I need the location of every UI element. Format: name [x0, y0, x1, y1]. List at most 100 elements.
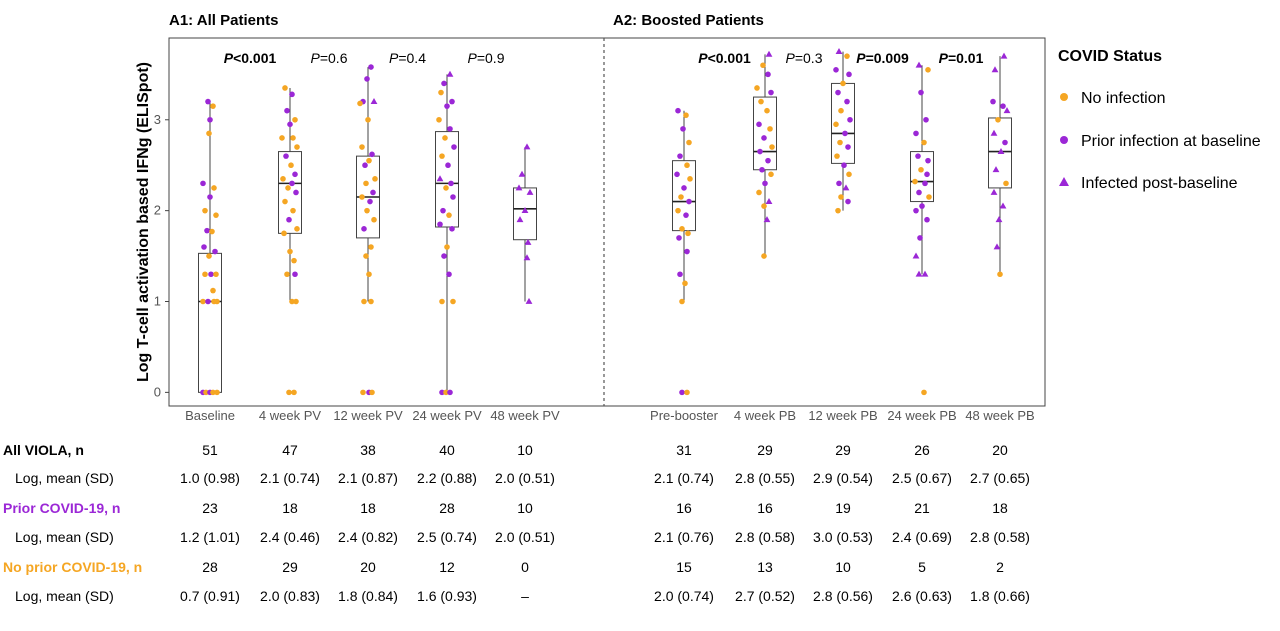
data-point-circle [838, 194, 844, 200]
y-tick-label: 2 [154, 203, 161, 218]
data-point-circle [760, 62, 766, 69]
data-point-circle [995, 116, 1001, 123]
table-cell: 29 [835, 442, 851, 458]
data-point-circle [207, 116, 213, 123]
p-symbol: P [939, 50, 949, 66]
data-point-circle [371, 216, 377, 223]
data-point-circle [294, 226, 300, 232]
table-cell: 21 [914, 500, 930, 516]
data-point-circle [209, 228, 215, 235]
table-cell: 0 [521, 559, 529, 575]
p-symbol: P [224, 50, 234, 66]
table-row-label: All VIOLA, n [3, 442, 84, 458]
data-point-circle [279, 135, 285, 141]
x-tick-label: 12 week PB [808, 408, 877, 423]
table-cell: 18 [360, 500, 376, 516]
table-cell: 2.4 (0.46) [260, 529, 320, 545]
data-point-circle [926, 194, 932, 200]
data-point-triangle [765, 50, 773, 57]
data-point-circle [449, 226, 455, 232]
x-tick-label: 4 week PB [734, 408, 796, 423]
data-point-circle [285, 185, 291, 191]
data-point-circle [212, 248, 218, 255]
table-cell: 2.9 (0.54) [813, 470, 873, 486]
data-point-circle [915, 153, 921, 159]
p-symbol: P [389, 50, 399, 66]
y-tick-label: 1 [154, 294, 161, 309]
data-point-circle [366, 271, 372, 278]
data-point-circle [762, 180, 768, 187]
table-cell: 19 [835, 500, 851, 516]
data-point-circle [684, 162, 690, 169]
table-cell: 13 [757, 559, 773, 575]
data-point-circle [282, 85, 288, 91]
table-cell: 1.8 (0.66) [970, 588, 1030, 604]
table-cell: 23 [202, 500, 218, 516]
data-point-circle [446, 212, 452, 218]
data-point-circle [366, 157, 372, 164]
data-point-circle [846, 71, 852, 78]
legend-label-no-infection: No infection [1081, 90, 1166, 107]
data-point-circle [439, 153, 445, 159]
data-point-triangle [765, 197, 773, 204]
p-value-label: P=0.009 [856, 50, 909, 66]
data-point-circle [918, 89, 924, 96]
data-point-circle [362, 162, 368, 169]
data-point-circle [437, 221, 443, 228]
data-point-triangle [370, 98, 378, 105]
box-iqr [910, 151, 934, 203]
data-point-circle [200, 180, 206, 187]
p-value-number: =0.01 [948, 50, 984, 66]
table-cell: 26 [914, 442, 930, 458]
table-cell: 1.2 (1.01) [180, 529, 240, 545]
data-point-circle [368, 244, 374, 250]
data-point-circle [917, 235, 923, 241]
data-point-circle [443, 389, 449, 396]
data-point-circle [290, 135, 296, 141]
legend-circle-no-infection-icon [1060, 93, 1068, 101]
data-point-circle [213, 212, 219, 218]
table-row-label: Log, mean (SD) [15, 470, 114, 486]
data-point-triangle [1003, 107, 1011, 114]
data-point-circle [368, 64, 374, 70]
data-point-circle [203, 389, 209, 396]
data-point-circle [451, 144, 457, 150]
data-point-circle [918, 166, 924, 173]
data-point-circle [925, 157, 931, 164]
data-point-circle [683, 112, 689, 119]
data-point-circle [684, 248, 690, 255]
panel-title-a2: A2: Boosted Patients [613, 12, 764, 29]
table-cell: 28 [202, 559, 218, 575]
data-point-circle [768, 89, 774, 96]
data-point-triangle [526, 188, 534, 195]
table-cell: 1.0 (0.98) [180, 470, 240, 486]
data-point-circle [368, 298, 374, 305]
data-point-triangle [995, 216, 1003, 223]
table-cell: 10 [517, 500, 533, 516]
data-point-circle [291, 389, 297, 396]
p-value-label: P=0.01 [939, 50, 984, 66]
data-point-circle [845, 198, 851, 205]
table-cell: 10 [517, 442, 533, 458]
data-point-circle [844, 98, 850, 105]
data-point-circle [206, 130, 212, 137]
data-point-circle [913, 130, 919, 137]
data-point-circle [210, 389, 216, 396]
data-point-triangle [518, 170, 526, 177]
table-cell: 2.1 (0.74) [260, 470, 320, 486]
table-cell: 2.7 (0.65) [970, 470, 1030, 486]
legend: COVID Status No infection Prior infectio… [1058, 48, 1261, 192]
table-cell: 38 [360, 442, 376, 458]
data-point-circle [293, 298, 299, 305]
data-point-circle [280, 176, 286, 182]
data-point-circle [997, 271, 1003, 278]
data-point-circle [361, 298, 367, 305]
data-point-circle [924, 216, 930, 223]
y-tick-label: 0 [154, 384, 161, 399]
data-point-circle [847, 116, 853, 123]
data-point-triangle [992, 166, 1000, 173]
data-point-circle [436, 116, 442, 123]
data-points [200, 48, 1011, 396]
data-point-circle [292, 116, 298, 123]
data-point-circle [679, 298, 685, 305]
